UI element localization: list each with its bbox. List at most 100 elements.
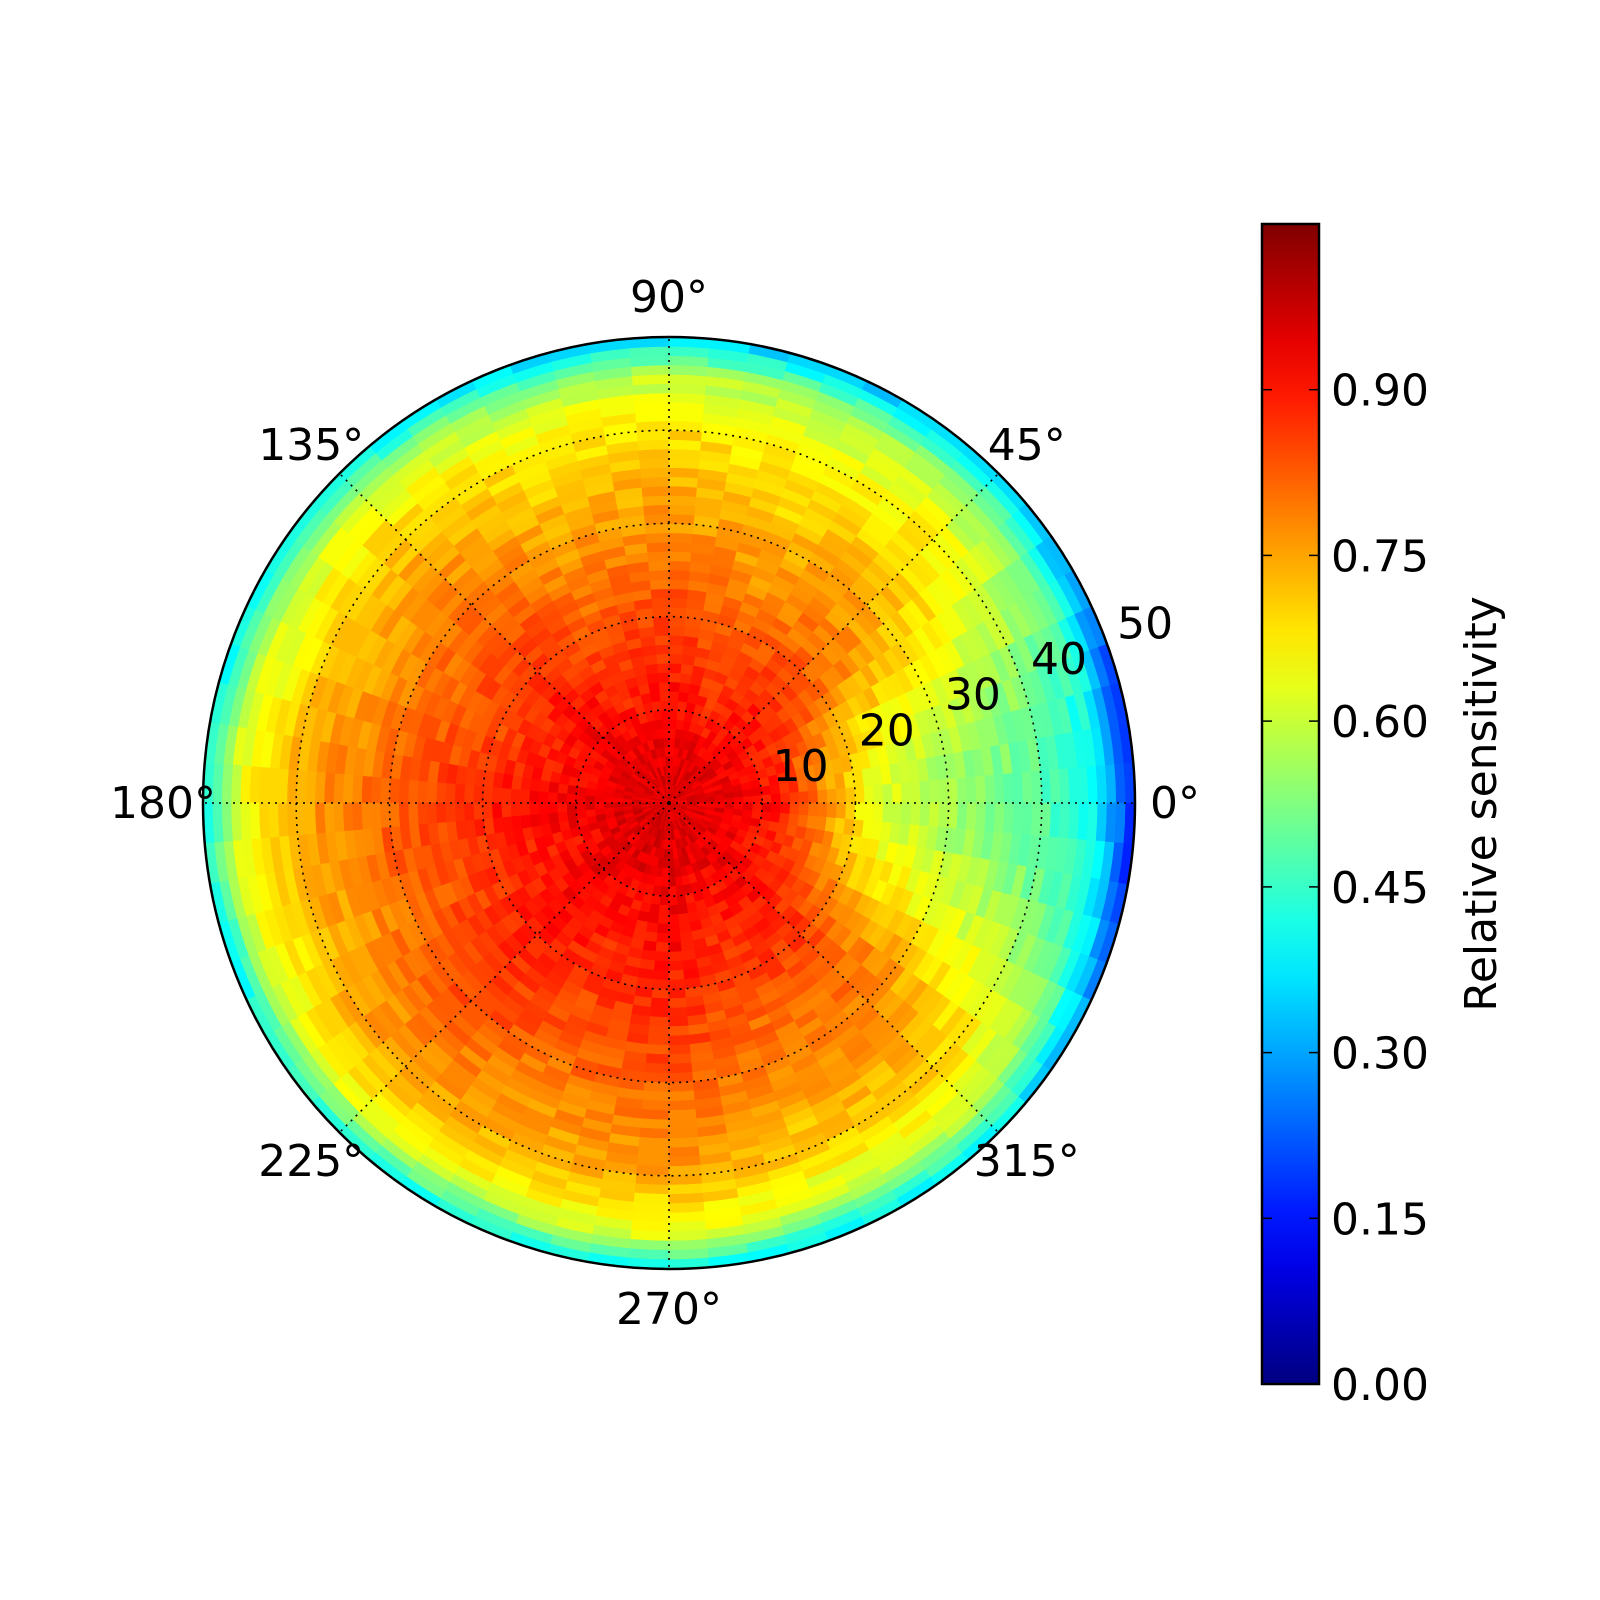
heatmap-cell <box>668 1229 708 1242</box>
heatmap-cell <box>657 923 670 934</box>
heatmap-cell <box>641 485 670 497</box>
heatmap-cell <box>575 794 586 804</box>
heatmap-cell <box>584 802 596 811</box>
heatmap-cell <box>370 802 382 830</box>
heatmap-cell <box>668 597 688 609</box>
heatmap-cell <box>863 784 875 804</box>
heatmap-cell <box>668 495 697 507</box>
heatmap-cell <box>647 1034 670 1046</box>
heatmap-cell <box>668 1034 691 1046</box>
colorbar: 0.00 0.15 0.30 0.45 0.60 0.75 0.90 Relative sen… <box>1260 222 1507 1411</box>
heatmap-cell <box>668 541 693 553</box>
heatmap-cell <box>538 802 549 815</box>
heatmap-cell <box>655 941 670 953</box>
heatmap-cell <box>417 802 428 826</box>
heatmap-cell <box>658 914 670 925</box>
heatmap-cell <box>662 858 670 869</box>
heatmap-cell <box>668 728 676 739</box>
heatmap-cell <box>668 997 688 1009</box>
heatmap-cell <box>956 802 968 830</box>
heatmap-cell <box>668 1248 710 1260</box>
radial-tick-label: 40 <box>1031 634 1087 685</box>
radial-tick-label: 10 <box>773 741 829 792</box>
heatmap-cell <box>900 781 912 804</box>
heatmap-cell <box>984 774 996 804</box>
heatmap-cell <box>632 1201 670 1214</box>
heatmap-cell <box>993 773 1005 804</box>
heatmap-cell <box>668 1192 705 1205</box>
heatmap-cell <box>407 779 419 804</box>
heatmap-cell <box>845 802 856 820</box>
heatmap-cell <box>644 663 658 675</box>
heatmap-cell <box>1077 802 1089 840</box>
heatmap-cell <box>342 774 354 804</box>
heatmap-cell <box>668 532 693 544</box>
heatmap-cell <box>928 779 940 804</box>
heatmap-cell <box>668 346 710 358</box>
heatmap-cell <box>645 1053 670 1065</box>
heatmap-cell <box>679 921 693 934</box>
heatmap-cell <box>389 778 401 804</box>
heatmap-cell <box>891 782 903 804</box>
heatmap-cell <box>668 383 706 395</box>
heatmap-cell <box>872 802 884 823</box>
heatmap-cell <box>679 672 693 685</box>
heatmap-cell <box>650 597 670 609</box>
angular-tick-label: 135° <box>258 420 364 471</box>
heatmap-cell <box>1021 802 1033 836</box>
heatmap-cell <box>637 1146 670 1158</box>
heatmap-cell <box>594 789 606 798</box>
angular-tick-label: 90° <box>630 272 708 323</box>
heatmap-cell <box>634 1183 670 1195</box>
heatmap-cell <box>668 634 684 646</box>
heatmap-cell <box>557 783 569 795</box>
heatmap-cell <box>445 783 456 804</box>
heatmap-cell <box>798 802 810 816</box>
heatmap-cell <box>636 439 670 451</box>
heatmap-cell <box>472 802 484 821</box>
heatmap-cell <box>668 1062 693 1074</box>
heatmap-cell <box>642 504 670 516</box>
heatmap-cell <box>668 401 705 414</box>
heatmap-cell <box>249 766 261 804</box>
heatmap-cell <box>732 808 744 817</box>
heatmap-cell <box>919 802 931 827</box>
heatmap-cell <box>678 912 691 925</box>
heatmap-cell <box>547 792 558 804</box>
heatmap-cell <box>652 616 670 627</box>
heatmap-cell <box>277 768 289 804</box>
heatmap-cell <box>910 802 921 826</box>
heatmap-cell <box>500 802 512 818</box>
heatmap-cell <box>1105 802 1117 843</box>
heatmap-cell <box>239 802 252 841</box>
heatmap-cell <box>937 778 949 804</box>
heatmap-cell <box>668 988 687 1000</box>
heatmap-cell <box>649 1016 670 1027</box>
heatmap-cell <box>1114 802 1126 844</box>
heatmap-cell <box>761 802 772 813</box>
heatmap-cell <box>426 781 438 804</box>
heatmap-cell <box>668 1118 698 1130</box>
heatmap-cell <box>454 783 466 804</box>
angular-tick-label: 180° <box>110 778 216 829</box>
heatmap-cell <box>761 793 772 804</box>
heatmap-cell <box>1012 771 1024 804</box>
radial-tick-label: 20 <box>859 705 915 756</box>
heatmap-cell <box>668 439 702 451</box>
heatmap-cell <box>333 773 345 804</box>
heatmap-cell <box>965 775 977 804</box>
heatmap-cell <box>641 1109 670 1121</box>
heatmap-cell <box>640 1118 670 1130</box>
heatmap-cell <box>500 788 512 804</box>
heatmap-cell <box>798 790 810 804</box>
heatmap-cell <box>628 346 670 358</box>
heatmap-cell <box>1040 802 1052 837</box>
heatmap-cell <box>668 969 685 981</box>
heatmap-cell <box>653 969 670 981</box>
heatmap-cell <box>636 429 670 442</box>
heatmap-cell <box>323 772 336 804</box>
heatmap-cell <box>566 793 577 804</box>
heatmap-cell <box>654 960 670 972</box>
heatmap-cell <box>760 810 772 822</box>
heatmap-cell <box>668 355 709 367</box>
